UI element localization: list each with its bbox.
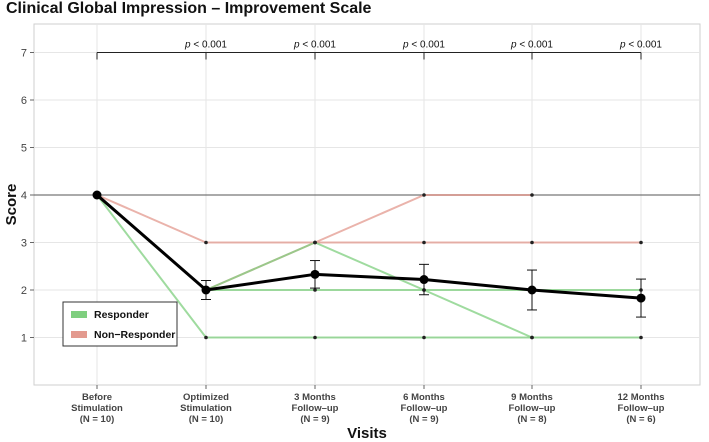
x-tick-label: (N = 9) [409, 414, 438, 425]
legend-label: Non−Responder [94, 329, 175, 341]
mean-point [310, 269, 320, 279]
legend-label: Responder [94, 309, 149, 321]
individual-point [313, 288, 317, 292]
mean-line [96, 193, 642, 300]
p-value-label: p < 0.001 [293, 40, 336, 51]
p-value-label: p < 0.001 [510, 40, 553, 51]
non-responder-line [96, 194, 641, 244]
x-tick-label: (N = 8) [517, 414, 546, 425]
individual-point [422, 193, 426, 197]
chart-title: Clinical Global Impression – Improvement… [6, 0, 372, 17]
legend-box [62, 301, 178, 347]
x-tick-label: (N = 10) [189, 414, 224, 425]
mean-point [92, 190, 102, 200]
p-value-label: p < 0.001 [402, 40, 445, 51]
y-tick-label: 7 [21, 48, 27, 60]
x-tick-label: 6 Months [403, 392, 445, 403]
responder-line [96, 194, 641, 339]
individual-point [639, 240, 643, 245]
x-tick-label: Follow–up [509, 403, 556, 414]
x-tick-label: (N = 9) [300, 414, 329, 425]
individual-point [530, 335, 534, 340]
legend-swatch [71, 311, 87, 318]
individual-point [204, 240, 208, 245]
x-tick-label: Stimulation [180, 403, 232, 414]
x-tick-label: Follow–up [618, 403, 665, 414]
y-tick-label: 3 [21, 238, 27, 250]
y-tick-label: 6 [21, 95, 27, 107]
individual-point [639, 335, 643, 340]
mean-point [201, 285, 211, 295]
x-tick-label: Follow–up [292, 403, 339, 414]
y-tick-label: 4 [21, 190, 27, 202]
p-value-label: p < 0.001 [619, 40, 662, 51]
legend-swatch [71, 331, 87, 338]
x-axis-title: Visits [347, 425, 387, 442]
individual-point [313, 240, 317, 245]
x-tick-label: 9 Months [511, 392, 553, 403]
individual-point [313, 335, 317, 340]
y-tick-label: 2 [21, 285, 27, 297]
plot-panel [33, 23, 701, 386]
y-axis-title: Score [3, 184, 20, 226]
individual-point [422, 240, 426, 245]
x-tick-label: Follow–up [401, 403, 448, 414]
individual-point [204, 335, 208, 340]
x-tick-label: (N = 10) [80, 414, 115, 425]
mean-point [636, 293, 646, 303]
individual-point [530, 240, 534, 245]
x-tick-label: 3 Months [294, 392, 336, 403]
x-tick-label: Optimized [183, 392, 229, 403]
mean-point [527, 285, 537, 295]
x-tick-label: Stimulation [71, 403, 123, 414]
y-tick-label: 5 [21, 143, 27, 155]
individual-point [530, 193, 534, 197]
x-tick-label: (N = 6) [626, 414, 655, 425]
x-tick-label: Before [82, 392, 112, 403]
mean-point [419, 275, 429, 285]
individual-point [422, 335, 426, 340]
p-value-label: p < 0.001 [184, 40, 227, 51]
x-tick-label: 12 Months [618, 392, 665, 403]
y-tick-label: 1 [21, 333, 27, 345]
